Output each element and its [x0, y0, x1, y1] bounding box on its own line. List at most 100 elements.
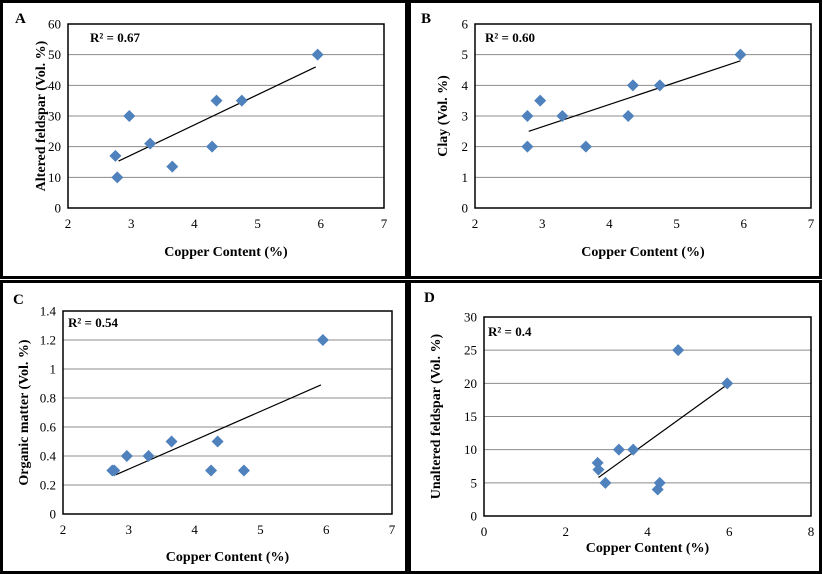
x-tick-label: 7 — [808, 216, 815, 231]
x-tick-label: 2 — [65, 216, 72, 231]
x-tick-label: 3 — [128, 216, 135, 231]
data-point — [206, 140, 219, 153]
r-squared-label: R² = 0.60 — [485, 30, 535, 45]
y-tick-label: 0.4 — [40, 449, 57, 464]
data-point — [534, 94, 547, 107]
x-tick-label: 5 — [254, 216, 261, 231]
y-tick-label: 1.4 — [40, 304, 57, 319]
x-axis-title: Copper Content (%) — [586, 541, 710, 556]
data-point — [653, 79, 666, 92]
y-tick-label: 20 — [464, 376, 477, 391]
y-tick-label: 5 — [471, 475, 478, 490]
y-tick-label: 0 — [471, 509, 478, 524]
data-point — [672, 344, 685, 357]
data-point — [599, 476, 612, 489]
x-tick-label: 2 — [60, 522, 67, 537]
data-point — [109, 149, 122, 162]
data-point — [165, 435, 178, 448]
data-point — [721, 377, 734, 390]
data-point — [734, 48, 747, 61]
x-tick-label: 6 — [741, 216, 748, 231]
plot-area — [67, 23, 385, 209]
data-point — [653, 476, 666, 489]
x-tick-label: 2 — [563, 524, 570, 539]
r-squared-label: R² = 0.67 — [90, 30, 140, 45]
y-tick-label: 40 — [48, 78, 61, 93]
plot-area — [483, 316, 812, 517]
y-tick-label: 4 — [462, 78, 469, 93]
panel-c: 0 0.2 0.4 0.6 0.8 1 1.2 1.4 2 3 4 5 6 7 R² = 0.54 C Copp… — [0, 280, 408, 574]
data-point — [111, 171, 124, 184]
y-tick-label: 3 — [462, 109, 469, 124]
panel-letter: B — [421, 11, 431, 27]
y-axis-title: Altered feldspar (Vol. %) — [34, 40, 49, 191]
data-point — [627, 443, 640, 456]
x-axis-title: Copper Content (%) — [164, 245, 288, 260]
r-squared-label: R² = 0.54 — [68, 315, 118, 330]
data-point — [592, 463, 605, 476]
data-point — [205, 464, 218, 477]
x-tick-label: 0 — [481, 524, 488, 539]
data-point — [123, 110, 136, 122]
panel-b: 0 1 2 3 4 5 6 2 3 4 5 6 7 R² = 0.60 B Copper Content (%… — [408, 0, 822, 279]
data-point — [210, 94, 223, 107]
data-point — [166, 160, 179, 173]
panel-letter: A — [15, 11, 26, 27]
y-tick-label: 25 — [464, 343, 477, 358]
data-point — [626, 79, 639, 92]
y-axis-title: Clay (Vol. %) — [436, 75, 451, 157]
x-axis-title: Copper Content (%) — [581, 245, 705, 260]
panel-d: 0 5 10 15 20 25 30 0 2 4 6 8 R² = 0.4 D Copper Content… — [408, 280, 822, 574]
trendline — [598, 384, 728, 479]
y-tick-label: 30 — [464, 310, 477, 325]
data-point — [144, 137, 157, 150]
x-tick-label: 3 — [126, 522, 133, 537]
data-point — [622, 110, 635, 122]
x-tick-label: 6 — [318, 216, 325, 231]
x-tick-label: 4 — [191, 522, 198, 537]
x-tick-label: 3 — [539, 216, 546, 231]
panel-letter: C — [13, 292, 24, 308]
y-tick-label: 2 — [462, 139, 469, 154]
y-tick-label: 0 — [462, 201, 469, 216]
x-tick-label: 6 — [323, 522, 330, 537]
y-tick-label: 0 — [55, 201, 62, 216]
x-tick-label: 8 — [808, 524, 815, 539]
y-tick-label: 15 — [464, 409, 477, 424]
x-tick-label: 5 — [673, 216, 680, 231]
x-tick-label: 4 — [191, 216, 198, 231]
x-tick-label: 7 — [381, 216, 388, 231]
panel-frame — [0, 0, 408, 279]
plot-area — [62, 310, 393, 515]
data-point — [316, 334, 329, 346]
data-point — [142, 450, 155, 462]
y-tick-label: 0.8 — [40, 391, 56, 406]
y-tick-label: 20 — [48, 139, 61, 154]
x-tick-label: 6 — [726, 524, 733, 539]
y-tick-label: 60 — [48, 17, 61, 32]
data-point — [521, 110, 534, 122]
data-point — [235, 94, 248, 107]
data-point — [612, 443, 625, 456]
panel-frame — [408, 0, 822, 279]
panel-a: 0 10 20 30 40 50 60 2 3 4 5 6 7 R² = 0.67 A Copper Cont… — [0, 0, 408, 279]
y-tick-label: 0.2 — [40, 478, 56, 493]
y-tick-label: 10 — [464, 442, 477, 457]
y-axis-title: Organic matter (Vol. %) — [17, 339, 32, 486]
r-squared-label: R² = 0.4 — [488, 324, 532, 339]
plot-area — [474, 23, 812, 209]
panel-frame — [408, 280, 822, 574]
y-tick-label: 50 — [48, 47, 61, 62]
data-point — [579, 140, 592, 153]
panel-letter: D — [424, 290, 435, 306]
y-tick-label: 30 — [48, 109, 61, 124]
x-axis-title: Copper Content (%) — [166, 550, 290, 565]
y-tick-label: 1 — [50, 362, 57, 377]
y-tick-label: 0 — [50, 507, 57, 522]
data-point — [211, 435, 224, 448]
data-point — [311, 48, 324, 61]
data-point — [120, 450, 133, 462]
y-tick-label: 0.6 — [40, 420, 57, 435]
y-axis-title: Unaltered feldspar (Vol. %) — [429, 333, 444, 499]
